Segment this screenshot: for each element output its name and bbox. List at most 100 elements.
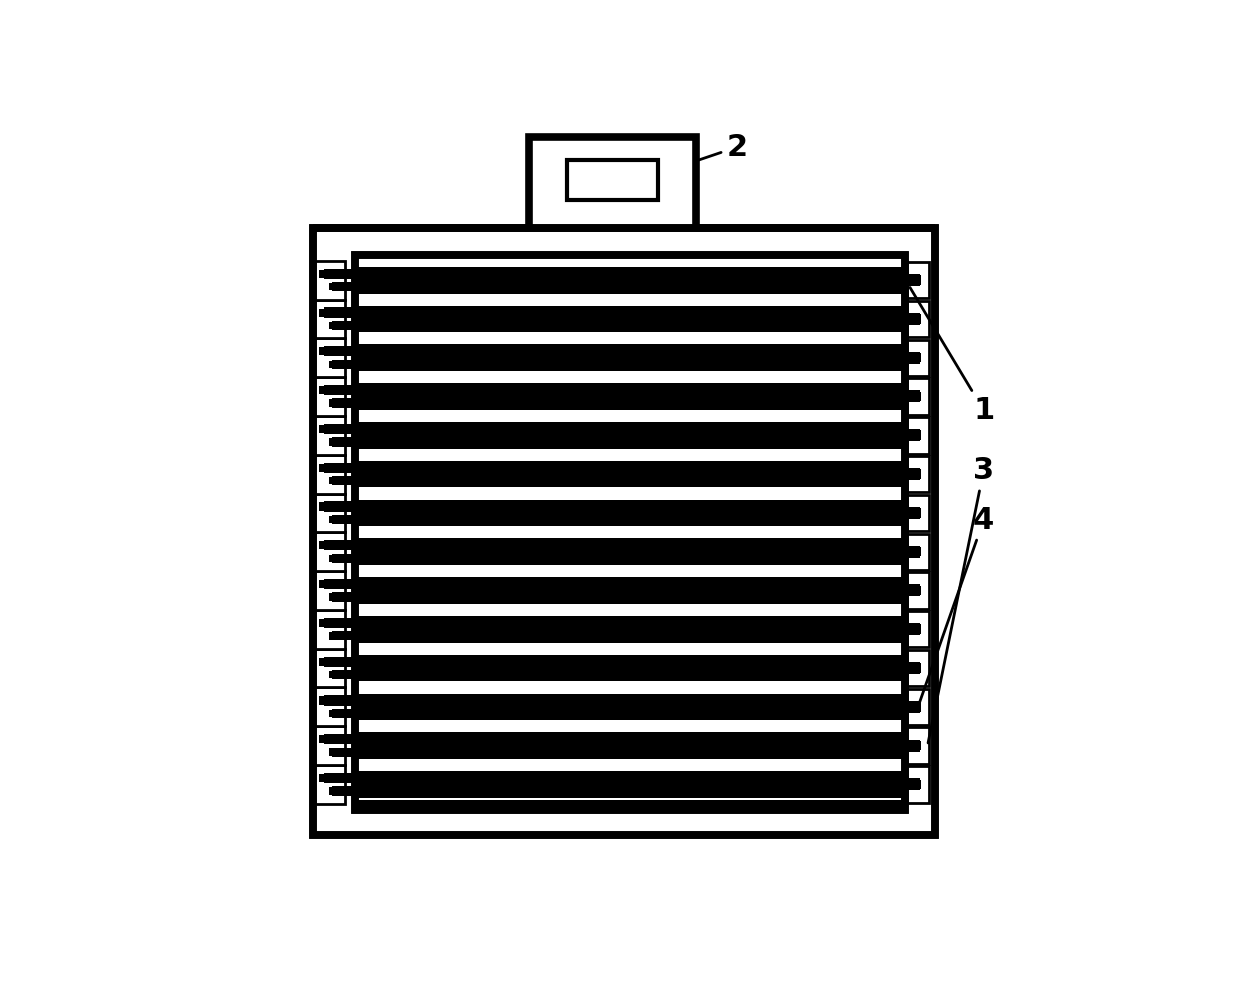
Bar: [906, 572, 929, 609]
Bar: [906, 340, 929, 376]
Bar: [320, 735, 325, 744]
Bar: [905, 740, 920, 752]
Bar: [355, 255, 905, 810]
Bar: [329, 516, 332, 523]
Bar: [315, 261, 346, 299]
Bar: [905, 662, 920, 674]
Bar: [320, 658, 325, 666]
Bar: [332, 709, 355, 718]
Bar: [324, 424, 355, 434]
Bar: [906, 689, 929, 725]
Bar: [906, 418, 929, 453]
Bar: [320, 386, 325, 394]
Bar: [329, 438, 332, 445]
Bar: [314, 229, 935, 835]
Bar: [315, 455, 346, 493]
Bar: [320, 696, 325, 704]
Bar: [324, 695, 355, 705]
Bar: [315, 688, 346, 726]
Bar: [355, 422, 905, 449]
Bar: [320, 774, 325, 782]
Bar: [332, 786, 355, 796]
Bar: [906, 611, 929, 647]
Bar: [918, 392, 921, 401]
Bar: [315, 377, 346, 416]
Bar: [355, 655, 905, 682]
Bar: [918, 779, 921, 789]
Bar: [355, 305, 905, 332]
Bar: [315, 299, 346, 339]
Text: 2: 2: [665, 133, 748, 171]
Bar: [324, 269, 355, 279]
Bar: [332, 631, 355, 640]
Bar: [324, 347, 355, 357]
Bar: [906, 300, 929, 337]
Bar: [332, 398, 355, 408]
Bar: [329, 477, 332, 485]
Bar: [315, 726, 346, 765]
Bar: [355, 577, 905, 604]
Bar: [905, 390, 920, 403]
Bar: [567, 160, 658, 200]
Bar: [315, 610, 346, 649]
Bar: [906, 456, 929, 492]
Bar: [315, 571, 346, 610]
Bar: [329, 555, 332, 562]
Bar: [905, 700, 920, 713]
Bar: [918, 353, 921, 362]
Bar: [905, 468, 920, 480]
Bar: [918, 702, 921, 711]
Bar: [329, 671, 332, 679]
Bar: [329, 709, 332, 717]
Bar: [918, 430, 921, 440]
Bar: [918, 314, 921, 324]
Bar: [320, 348, 325, 356]
Bar: [905, 274, 920, 286]
Bar: [315, 649, 346, 688]
Bar: [332, 670, 355, 680]
Bar: [906, 534, 929, 570]
Bar: [905, 546, 920, 558]
Bar: [905, 313, 920, 325]
Bar: [329, 749, 332, 755]
Bar: [355, 732, 905, 759]
Bar: [315, 339, 346, 377]
Bar: [315, 493, 346, 532]
Bar: [918, 508, 921, 517]
Text: 4: 4: [918, 505, 994, 709]
Bar: [355, 383, 905, 410]
Bar: [314, 229, 935, 835]
Bar: [324, 307, 355, 317]
Bar: [906, 766, 929, 803]
Bar: [332, 360, 355, 369]
Bar: [918, 624, 921, 634]
Bar: [332, 515, 355, 524]
Bar: [329, 283, 332, 291]
Bar: [320, 619, 325, 626]
Bar: [355, 255, 905, 810]
Bar: [332, 554, 355, 562]
Bar: [315, 532, 346, 571]
Bar: [324, 579, 355, 589]
Bar: [906, 378, 929, 415]
Bar: [355, 616, 905, 642]
Bar: [320, 270, 325, 278]
Bar: [906, 494, 929, 531]
Bar: [332, 748, 355, 756]
Bar: [905, 352, 920, 363]
Bar: [329, 787, 332, 795]
Bar: [324, 385, 355, 395]
Bar: [320, 502, 325, 510]
Text: 1: 1: [910, 288, 994, 425]
Bar: [324, 773, 355, 783]
Bar: [355, 693, 905, 720]
Text: 3: 3: [928, 456, 994, 743]
Bar: [355, 255, 905, 810]
Bar: [355, 267, 905, 294]
Bar: [905, 584, 920, 596]
Bar: [329, 632, 332, 639]
Bar: [324, 501, 355, 511]
Bar: [355, 539, 905, 565]
Bar: [324, 463, 355, 473]
Bar: [320, 464, 325, 472]
